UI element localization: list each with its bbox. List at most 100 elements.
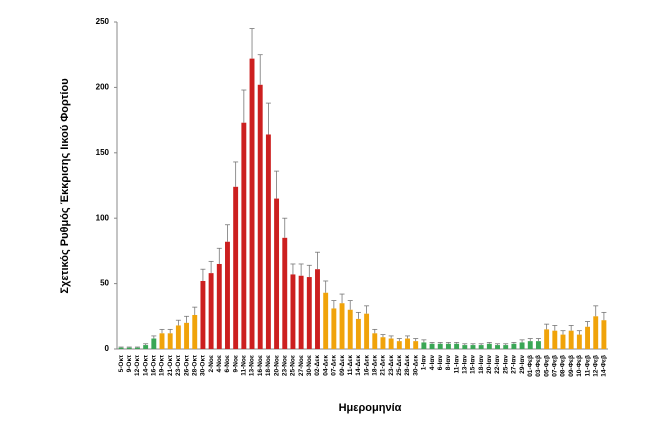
- x-tick-label: 16-Νοε: [257, 355, 264, 376]
- x-tick-label: 27-Ιαν: [511, 355, 518, 374]
- bar: [249, 58, 255, 350]
- bar: [462, 345, 468, 349]
- x-axis-title: Ημερομηνία: [339, 402, 402, 414]
- bar: [585, 326, 590, 349]
- x-tick-label: 2-Νοε: [208, 355, 215, 373]
- x-tick-label: 11-Φεβ: [584, 355, 591, 376]
- y-tick-label: 250: [96, 17, 110, 26]
- bar: [413, 341, 419, 349]
- bar: [192, 314, 198, 349]
- bar: [380, 337, 386, 349]
- x-tick-label: 12-Οκτ: [134, 355, 141, 376]
- bar: [241, 122, 247, 349]
- x-tick-label: 25-Δεκ: [396, 355, 403, 376]
- x-tick-label: 18-Δεκ: [371, 355, 378, 376]
- x-tick-label: 28-Οκτ: [191, 355, 198, 376]
- x-tick-label: 1-Ιαν: [421, 355, 428, 371]
- x-tick-label: 09-Δεκ: [339, 355, 346, 376]
- bar: [486, 343, 492, 349]
- bar: [159, 333, 165, 349]
- x-tick-label: 02-Δεκ: [314, 355, 321, 376]
- bar: [167, 333, 173, 349]
- bar: [184, 322, 190, 349]
- y-tick-label: 50: [100, 279, 109, 288]
- bar: [364, 313, 370, 349]
- bar: [323, 292, 329, 349]
- x-tick-label: 19-Οκτ: [159, 355, 166, 376]
- bar: [544, 329, 550, 349]
- bar: [118, 347, 124, 349]
- bar: [143, 345, 149, 349]
- x-tick-label: 20-Ιαν: [486, 355, 493, 374]
- bar: [151, 338, 157, 349]
- bar: [298, 275, 304, 349]
- bar: [331, 308, 337, 349]
- x-tick-label: 6-Νοε: [224, 355, 231, 373]
- y-tick-label: 0: [105, 344, 110, 353]
- x-tick-label: 03-Φεβ: [535, 355, 542, 377]
- bar: [175, 325, 181, 349]
- x-tick-label: 9-Νοε: [232, 355, 239, 373]
- x-tick-label: 01-Φεβ: [527, 355, 534, 377]
- bar: [225, 241, 230, 349]
- x-tick-label: 4-Νοε: [216, 355, 223, 373]
- x-tick-label: 09-Φεβ: [568, 355, 575, 377]
- x-tick-label: 25-Ιαν: [502, 355, 509, 374]
- x-tick-label: 29-Ιαν: [519, 355, 526, 374]
- bar: [388, 338, 394, 349]
- x-tick-label: 11-Δεκ: [347, 355, 354, 376]
- bar: [233, 186, 239, 349]
- x-tick-label: 21-Οκτ: [167, 355, 174, 376]
- bar: [290, 274, 296, 349]
- bar: [535, 341, 541, 349]
- x-tick-label: 25-Νοε: [290, 355, 297, 376]
- bar: [315, 269, 320, 349]
- bar: [135, 347, 140, 349]
- bar: [339, 303, 345, 349]
- x-tick-label: 26-Οκτ: [183, 355, 190, 376]
- bar: [126, 347, 132, 349]
- x-tick-label: 16-Οκτ: [151, 355, 158, 376]
- bar: [306, 277, 312, 349]
- x-tick-label: 14-Δεκ: [355, 355, 362, 376]
- x-tick-label: 11-Νοε: [241, 355, 248, 376]
- bar: [478, 345, 484, 349]
- x-tick-label: 18-Ιαν: [478, 355, 485, 374]
- bar: [257, 84, 263, 349]
- bar: [511, 343, 517, 349]
- bar: [274, 198, 280, 349]
- x-tick-label: 08-Φεβ: [560, 355, 567, 377]
- bar: [568, 330, 574, 349]
- x-tick-label: 10-Φεβ: [576, 355, 583, 377]
- x-tick-label: 11-Ιαν: [453, 355, 460, 374]
- x-tick-label: 14-Οκτ: [142, 355, 149, 376]
- x-tick-label: 20-Νοε: [273, 355, 280, 376]
- x-tick-label: 6-Ιαν: [437, 355, 444, 371]
- x-tick-label: 04-Δεκ: [322, 355, 329, 376]
- bar: [519, 342, 525, 349]
- bar: [560, 334, 566, 349]
- x-tick-label: 30-Νοε: [306, 355, 313, 376]
- bar: [454, 343, 460, 349]
- x-tick-label: 15-Ιαν: [470, 355, 477, 374]
- x-tick-label: 05-Φεβ: [543, 355, 550, 377]
- bar: [503, 345, 509, 349]
- y-tick-label: 200: [96, 83, 110, 92]
- bar: [355, 318, 361, 349]
- x-tick-label: 23-Οκτ: [175, 355, 182, 376]
- bar: [405, 338, 410, 349]
- bar: [576, 334, 582, 349]
- bar: [429, 343, 435, 349]
- x-tick-label: 13-Νοε: [249, 355, 256, 376]
- x-tick-label: 8-Ιαν: [445, 355, 452, 371]
- x-tick-label: 5-Οκτ: [118, 355, 125, 372]
- x-tick-label: 4-Ιαν: [429, 355, 436, 371]
- y-tick-label: 150: [96, 148, 110, 157]
- x-tick-label: 18-Νοε: [265, 355, 272, 376]
- x-tick-label: 13-Ιαν: [462, 355, 469, 374]
- y-axis-title: Σχετικός Ρυθμός Έκκρισης Ιικού Φορτίου: [59, 78, 71, 293]
- bar: [552, 330, 558, 349]
- x-tick-label: 22-Ιαν: [494, 355, 501, 374]
- x-tick-label: 9-Οκτ: [126, 355, 133, 372]
